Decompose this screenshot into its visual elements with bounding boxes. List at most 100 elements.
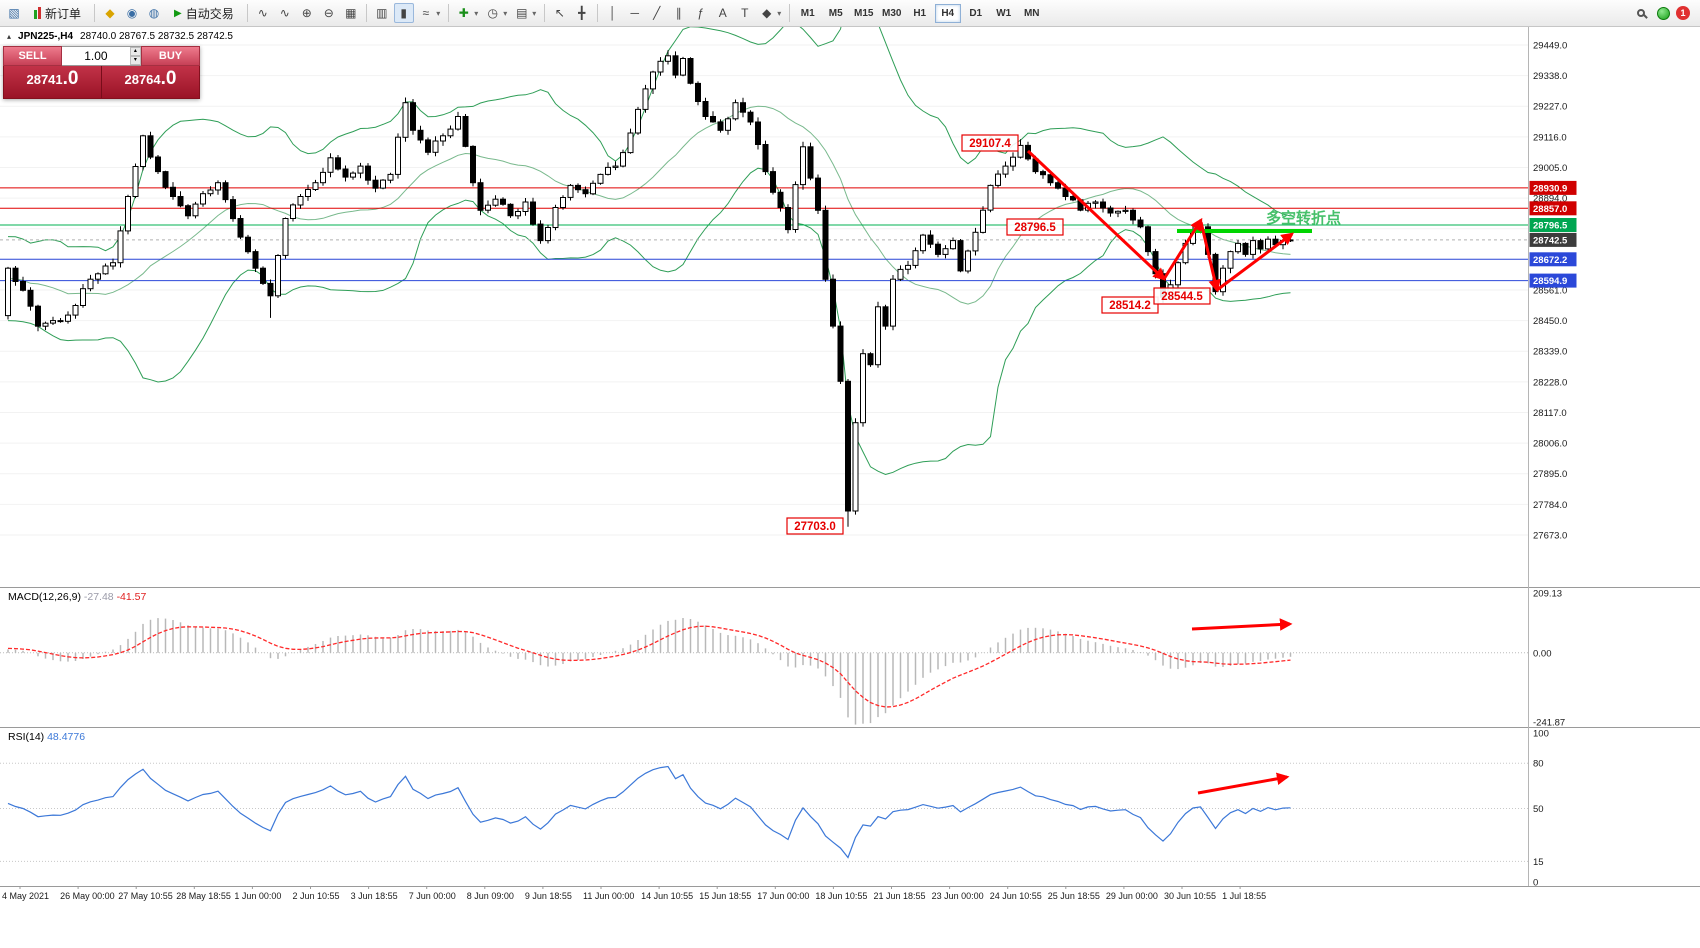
timeframe-m15[interactable]: M15 [851, 4, 877, 23]
volume-control: ▴ ▾ [62, 46, 141, 66]
toolbar-separator [596, 4, 598, 22]
search-icon[interactable] [1631, 3, 1651, 23]
auto-trading-play-icon: ▶ [174, 7, 182, 19]
svg-text:100: 100 [1533, 729, 1549, 740]
timeframe-m1[interactable]: M1 [795, 4, 821, 23]
toolbar-separator [94, 4, 96, 22]
templates-icon[interactable]: ▤ [516, 6, 528, 20]
text-label-icon[interactable]: T [741, 6, 749, 20]
toolbar-separator [788, 4, 790, 22]
timeframe-m30[interactable]: M30 [879, 4, 905, 23]
trend-arrow [1197, 772, 1290, 795]
line-chart-icon[interactable]: ≈ [422, 6, 430, 20]
svg-text:50: 50 [1533, 804, 1544, 815]
new-order-button[interactable]: 新订单 [26, 2, 89, 24]
auto-trading-button[interactable]: ▶ 自动交易 [166, 2, 242, 24]
svg-text:29116.0: 29116.0 [1533, 132, 1567, 143]
market-watch-icon[interactable]: ◉ [126, 6, 138, 20]
sell-price[interactable]: 28741.0 [26, 68, 79, 89]
macd-panel: 209.13 0.00 -241.87 MACD(12,26,9) -27.48 -4… [0, 589, 1565, 729]
volume-input[interactable] [62, 47, 130, 65]
annotations-layer[interactable]: 29107.4 28796.5 28514.2 28544.5 27703.0 多空转折点 [786, 134, 1341, 795]
svg-text:0.00: 0.00 [1533, 648, 1552, 659]
cursor-icon[interactable]: ↖ [554, 6, 565, 20]
price-annotation-box [961, 134, 1019, 152]
indicator-list-icon[interactable]: ∿ [279, 6, 290, 20]
horizontal-level-lines[interactable] [0, 187, 1528, 282]
svg-text:15 Jun 18:55: 15 Jun 18:55 [699, 891, 751, 901]
chart-canvas[interactable]: 29449.0 29338.0 29227.0 29116.0 29005.0 28894… [0, 27, 1700, 948]
auto-trading-label: 自动交易 [185, 6, 234, 21]
indicator-dropdown-icon[interactable]: ▾ [474, 8, 479, 18]
new-indicator-window-icon[interactable]: ∿ [257, 6, 268, 20]
timeframe-mn[interactable]: MN [1019, 4, 1045, 23]
svg-text:28544.5: 28544.5 [1161, 291, 1203, 303]
shapes-dropdown-icon[interactable]: ▾ [777, 8, 782, 18]
elliott-wave-icon[interactable]: ƒ [697, 6, 705, 20]
volume-up-button[interactable]: ▴ [129, 47, 141, 56]
price-axis[interactable]: 29449.0 29338.0 29227.0 29116.0 29005.0 28894… [1529, 41, 1577, 542]
rsi-panel: 100 80 50 15 0 RSI(14) 48.4776 [0, 729, 1549, 889]
svg-text:7 Jun 00:00: 7 Jun 00:00 [409, 891, 456, 901]
svg-text:-241.87: -241.87 [1533, 718, 1565, 729]
turning-point-note: 多空转折点 [1266, 209, 1341, 227]
one-click-trading-panel: SELL ▴ ▾ BUY 28741.0 28764.0 [3, 46, 200, 99]
timeframe-m5[interactable]: M5 [823, 4, 849, 23]
periods-dropdown-icon[interactable]: ▾ [503, 8, 508, 18]
toolbar-nav-icons: ◆ ◉ ◍ [100, 3, 164, 23]
top-toolbar: ▧ 新订单 ◆ ◉ ◍ ▶ 自动交易 ∿ ∿ ⊕ ⊖ ▦ ▥ ▮ ≈ ▾ ✚ ▾ ◷ ▾ ▤ ▾ ↖ ╋ │ ─ ╱ ∥ ƒ A… [0, 0, 1700, 27]
svg-text:26 May 00:00: 26 May 00:00 [60, 891, 115, 901]
shapes-icon[interactable]: ◆ [762, 6, 772, 20]
text-icon[interactable]: A [718, 6, 727, 20]
svg-text:14 Jun 10:55: 14 Jun 10:55 [641, 891, 693, 901]
price-annotation-box [786, 517, 844, 535]
trendline-icon[interactable]: ╱ [653, 6, 661, 20]
scripts-icon[interactable]: ◆ [105, 6, 115, 20]
svg-text:4 May 2021: 4 May 2021 [2, 891, 49, 901]
templates-dropdown-icon[interactable]: ▾ [532, 8, 537, 18]
symbol-timeframe: JPN225-,H4 [18, 31, 74, 42]
zoom-out-icon[interactable]: ⊖ [323, 6, 334, 20]
vertical-line-icon[interactable]: │ [608, 6, 617, 20]
candlestick-chart-icon[interactable]: ▮ [393, 3, 414, 23]
buy-price[interactable]: 28764.0 [124, 68, 177, 89]
svg-text:0: 0 [1533, 878, 1538, 889]
svg-text:21 Jun 18:55: 21 Jun 18:55 [874, 891, 926, 901]
svg-text:3 Jun 18:55: 3 Jun 18:55 [351, 891, 398, 901]
periods-icon[interactable]: ◷ [487, 6, 498, 20]
symbol-icon: ▴ [7, 32, 12, 41]
candles-layer [5, 50, 1294, 527]
bollinger-bands [7, 27, 1291, 476]
horizontal-line-icon[interactable]: ─ [630, 6, 639, 20]
svg-text:30 Jun 10:55: 30 Jun 10:55 [1164, 891, 1216, 901]
add-indicator-icon[interactable]: ✚ [458, 6, 469, 20]
svg-text:29005.0: 29005.0 [1533, 163, 1567, 174]
timeframe-h1[interactable]: H1 [907, 4, 933, 23]
price-annotation-box [1153, 287, 1211, 305]
sell-button[interactable]: SELL [3, 46, 62, 66]
price-grid [0, 44, 1528, 536]
svg-text:28796.5: 28796.5 [1014, 222, 1056, 234]
equidistant-channel-icon[interactable]: ∥ [675, 6, 682, 20]
trend-arrow [1216, 232, 1295, 292]
svg-text:28796.5: 28796.5 [1533, 221, 1568, 232]
timeframe-d1[interactable]: D1 [963, 4, 989, 23]
bar-chart-icon[interactable]: ▥ [376, 6, 388, 20]
navigator-icon[interactable]: ◍ [148, 6, 160, 20]
volume-down-button[interactable]: ▾ [129, 56, 141, 65]
chart-type-dropdown-icon[interactable]: ▾ [436, 8, 441, 18]
timeframe-h4[interactable]: H4 [934, 3, 961, 23]
svg-text:80: 80 [1533, 759, 1544, 770]
trend-arrow [1191, 618, 1293, 631]
crosshair-icon[interactable]: ╋ [578, 6, 586, 20]
notification-badge[interactable]: 1 [1676, 6, 1690, 20]
svg-text:28594.9: 28594.9 [1533, 276, 1567, 287]
tile-windows-icon[interactable]: ▦ [345, 6, 357, 20]
time-axis[interactable]: 4 May 2021 26 May 00:00 27 May 10:55 28 May… [2, 886, 1266, 901]
buy-button[interactable]: BUY [141, 46, 200, 66]
svg-text:RSI(14) 48.4776: RSI(14) 48.4776 [8, 731, 85, 743]
zoom-in-icon[interactable]: ⊕ [301, 6, 312, 20]
chart-tile-icon[interactable]: ▧ [8, 6, 20, 20]
svg-text:11 Jun 00:00: 11 Jun 00:00 [583, 891, 634, 901]
timeframe-w1[interactable]: W1 [991, 4, 1017, 23]
